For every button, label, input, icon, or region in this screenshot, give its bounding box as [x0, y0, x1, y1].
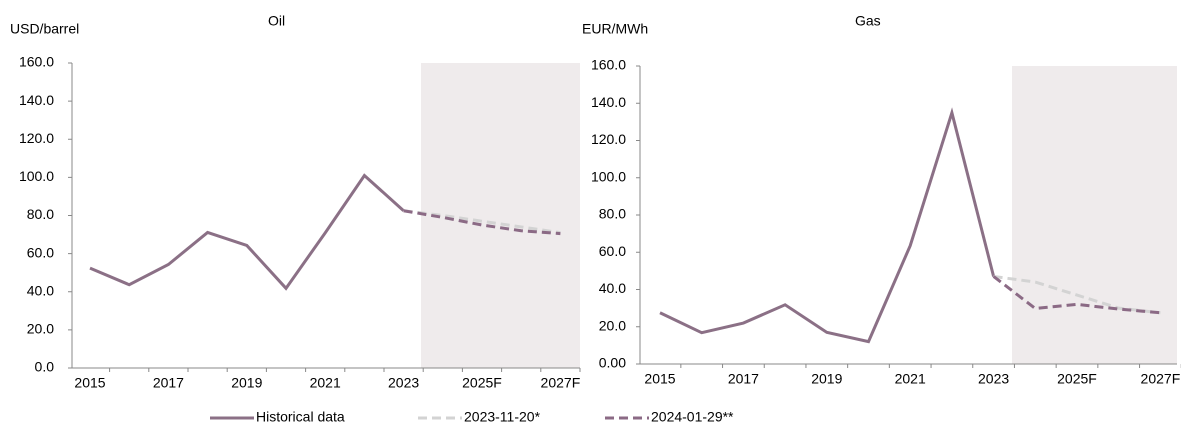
series-line: [993, 274, 1161, 315]
forecast-shade: [1012, 66, 1177, 364]
y-tick-label: 0.0: [35, 359, 55, 375]
x-tick-label: 2015: [74, 375, 105, 391]
y-tick-label: 160.0: [591, 57, 626, 73]
y-tick-label: 60.0: [599, 243, 626, 259]
chart-title: Oil: [268, 13, 285, 29]
y-tick-label: 80.0: [599, 206, 626, 222]
series-line: [659, 107, 996, 344]
series-line: [89, 173, 405, 291]
y-tick-label: 20.0: [27, 321, 54, 337]
x-tick-label: 2023: [978, 371, 1009, 387]
y-axis-label: EUR/MWh: [582, 21, 648, 37]
y-axis-label: USD/barrel: [10, 21, 79, 37]
y-tick-label: 20.0: [599, 317, 626, 333]
x-tick-label: 2019: [231, 375, 262, 391]
x-tick-label: 2015: [644, 371, 675, 387]
legend-label: Historical data: [256, 409, 345, 425]
x-tick-label: 2027F: [541, 375, 581, 391]
x-tick-label: 2027F: [1141, 371, 1181, 387]
forecast-shade: [421, 63, 580, 368]
y-tick-label: 40.0: [27, 282, 54, 298]
legend-label: 2023-11-20*: [464, 409, 541, 425]
y-tick-label: 120.0: [19, 130, 54, 146]
x-tick-label: 2021: [895, 371, 926, 387]
chart-title: Gas: [855, 13, 881, 29]
x-tick-label: 2017: [728, 371, 759, 387]
y-tick-label: 160.0: [19, 54, 54, 70]
x-tick-label: 2025F: [462, 375, 502, 391]
y-tick-label: 100.0: [591, 168, 626, 184]
x-tick-label: 2017: [153, 375, 184, 391]
y-tick-label: 140.0: [19, 92, 54, 108]
y-tick-label: 0.00: [599, 355, 626, 371]
series-line: [403, 209, 561, 235]
y-tick-label: 100.0: [19, 168, 54, 184]
y-tick-label: 40.0: [599, 280, 626, 296]
series-line: [403, 209, 561, 236]
x-tick-label: 2025F: [1057, 371, 1097, 387]
legend-label: 2024-01-29**: [651, 409, 734, 425]
y-tick-label: 80.0: [27, 206, 54, 222]
y-tick-label: 140.0: [591, 94, 626, 110]
y-tick-label: 60.0: [27, 244, 54, 260]
y-tick-label: 120.0: [591, 131, 626, 147]
x-tick-label: 2019: [811, 371, 842, 387]
x-tick-label: 2023: [388, 375, 419, 391]
series-line: [992, 275, 1161, 315]
x-tick-label: 2021: [310, 375, 341, 391]
